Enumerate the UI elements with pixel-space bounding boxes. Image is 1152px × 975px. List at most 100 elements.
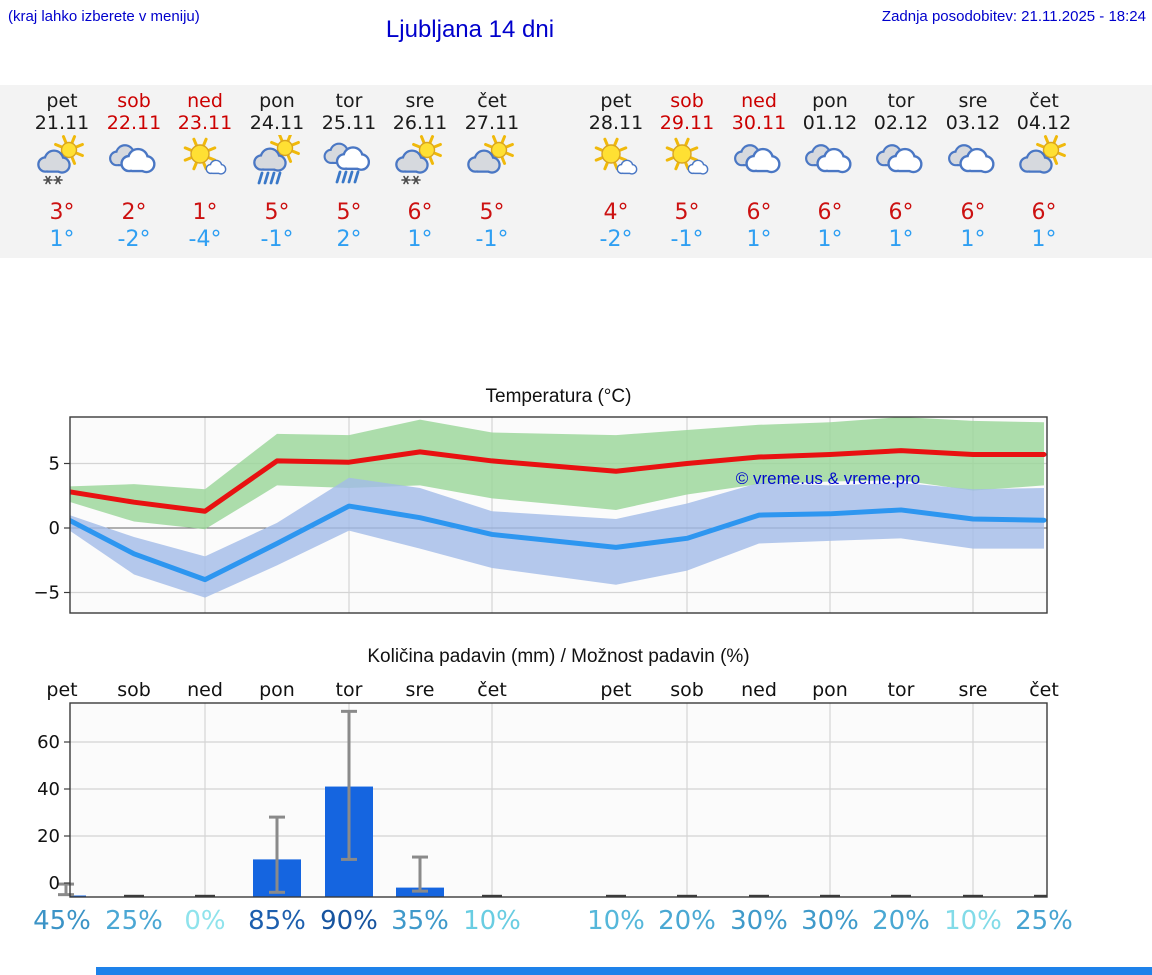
cloudy-icon: [872, 135, 930, 187]
precip-day-label: tor: [336, 679, 363, 701]
menu-hint-note: (kraj lahko izberete v meniju): [8, 8, 200, 25]
day-name: sre: [405, 90, 435, 112]
precip-day-label: sre: [406, 679, 435, 701]
sun-cloud-snow-icon: [33, 135, 91, 187]
cloud-rain-icon: [320, 135, 378, 187]
precip-probability-label: 30%: [730, 906, 788, 936]
low-temperature: -1°: [260, 227, 294, 252]
day-name: ned: [741, 90, 777, 112]
precip-day-label: pet: [46, 679, 77, 701]
cloudy-icon: [730, 135, 788, 187]
day-date: 23.11: [177, 112, 233, 134]
precip-day-label: čet: [477, 679, 507, 701]
day-column: pet 28.11 4° -2°: [578, 85, 654, 258]
day-name: sob: [670, 90, 704, 112]
low-temperature: -1°: [475, 227, 509, 252]
day-name: čet: [1029, 90, 1059, 112]
page-title: Ljubljana 14 dni: [385, 16, 555, 43]
day-name: sob: [117, 90, 151, 112]
day-column: sre 03.12 6° 1°: [935, 85, 1011, 258]
low-temperature: 1°: [888, 227, 914, 252]
precip-error-bar: [341, 709, 357, 861]
temperature-chart: −5 0 5 © vreme.us & vreme.pro: [33, 416, 1048, 614]
sun-cloud-snow-icon: [391, 135, 449, 187]
precip-probability-label: 10%: [463, 906, 521, 936]
low-temperature: -2°: [117, 227, 151, 252]
day-date: 24.11: [249, 112, 305, 134]
temperature-chart-title: Temperatura (°C): [485, 386, 632, 407]
high-temperature: 2°: [121, 200, 147, 225]
day-column: sre 26.11 6° 1°: [382, 85, 458, 258]
precip-day-label: tor: [888, 679, 915, 701]
day-date: 02.12: [873, 112, 929, 134]
day-column: čet 27.11 5° -1°: [454, 85, 530, 258]
precip-day-label: ned: [187, 679, 223, 701]
horizontal-scrollbar-thumb[interactable]: [96, 967, 1152, 975]
low-temperature: -2°: [599, 227, 633, 252]
day-date: 04.12: [1016, 112, 1072, 134]
precip-y-tick-label: 0: [49, 873, 60, 894]
high-temperature: 6°: [746, 200, 772, 225]
high-temperature: 6°: [407, 200, 433, 225]
high-temperature: 5°: [479, 200, 505, 225]
day-date: 30.11: [731, 112, 787, 134]
precip-probability-label: 90%: [320, 906, 378, 936]
precip-probability-label: 10%: [944, 906, 1002, 936]
watermark-link[interactable]: © vreme.us & vreme.pro: [736, 469, 920, 488]
temp-y-tick-label: −5: [33, 583, 60, 604]
precip-probability-label: 25%: [1015, 906, 1073, 936]
low-temperature: -1°: [670, 227, 704, 252]
temp-y-tick-label: 5: [49, 454, 60, 475]
low-temperature: -4°: [188, 227, 222, 252]
precip-day-label: pon: [259, 679, 295, 701]
day-name: sre: [958, 90, 988, 112]
precip-day-label: pon: [812, 679, 848, 701]
sun-small-cloud-icon: [176, 135, 234, 187]
low-temperature: 1°: [407, 227, 433, 252]
precipitation-chart: pet sob ned pon tor sre čet pet sob ned pon tor sre č…: [33, 679, 1073, 936]
high-temperature: 6°: [1031, 200, 1057, 225]
precip-probability-label: 0%: [184, 906, 225, 936]
cloudy-icon: [105, 135, 163, 187]
day-column: sob 22.11 2° -2°: [96, 85, 172, 258]
day-date: 25.11: [321, 112, 377, 134]
precip-day-label: pet: [600, 679, 631, 701]
day-date: 01.12: [802, 112, 858, 134]
precip-day-label: čet: [1029, 679, 1059, 701]
day-name: pon: [812, 90, 848, 112]
temp-y-tick-label: 0: [49, 518, 60, 539]
low-temperature: 1°: [960, 227, 986, 252]
precip-y-tick-label: 40: [37, 779, 60, 800]
sun-cloud-icon: [463, 135, 521, 187]
low-temperature: 1°: [49, 227, 75, 252]
precip-day-label: sre: [959, 679, 988, 701]
precip-probability-label: 20%: [658, 906, 716, 936]
precip-probability-label: 10%: [587, 906, 645, 936]
high-temperature: 3°: [49, 200, 75, 225]
low-temperature: 1°: [817, 227, 843, 252]
high-temperature: 5°: [336, 200, 362, 225]
day-date: 22.11: [106, 112, 162, 134]
day-date: 21.11: [34, 112, 90, 134]
precip-probability-label: 25%: [105, 906, 163, 936]
day-name: čet: [477, 90, 507, 112]
day-date: 28.11: [588, 112, 644, 134]
precip-error-bar: [412, 855, 428, 893]
precip-bar: [70, 895, 86, 897]
day-name: ned: [187, 90, 223, 112]
day-column: pon 24.11 5° -1°: [239, 85, 315, 258]
low-temperature: 1°: [746, 227, 772, 252]
day-column: sob 29.11 5° -1°: [649, 85, 725, 258]
day-column: pon 01.12 6° 1°: [792, 85, 868, 258]
sun-small-cloud-icon: [658, 135, 716, 187]
day-name: pet: [600, 90, 632, 112]
precip-error-bar: [58, 882, 74, 897]
precipitation-chart-title: Količina padavin (mm) / Možnost padavin …: [367, 646, 750, 667]
day-column: pet 21.11 3° 1°: [24, 85, 100, 258]
sun-cloud-rain-icon: [248, 133, 306, 187]
day-date: 27.11: [464, 112, 520, 134]
high-temperature: 6°: [960, 200, 986, 225]
precip-probability-label: 30%: [801, 906, 859, 936]
day-column: ned 23.11 1° -4°: [167, 85, 243, 258]
